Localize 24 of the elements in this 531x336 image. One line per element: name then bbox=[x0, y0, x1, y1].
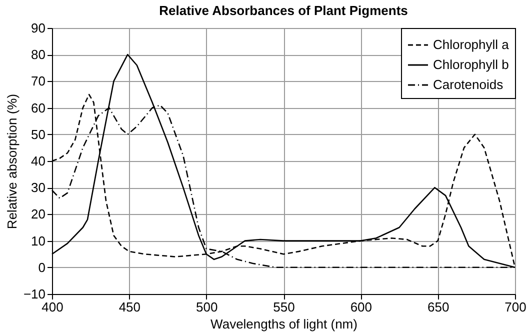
y-tick-label: 10 bbox=[31, 233, 46, 248]
legend-label: Chlorophyll a bbox=[433, 37, 510, 52]
x-tick-label: 650 bbox=[427, 300, 450, 314]
y-tick-label: 60 bbox=[31, 100, 46, 116]
y-tick-label: 80 bbox=[31, 47, 46, 62]
y-tick-label: 20 bbox=[31, 206, 46, 222]
x-tick-label: 550 bbox=[273, 300, 295, 314]
legend-label: Chlorophyll b bbox=[433, 57, 509, 72]
x-tick-label: 600 bbox=[350, 300, 372, 314]
legend-label: Carotenoids bbox=[433, 77, 504, 92]
x-tick-label: 450 bbox=[118, 300, 141, 314]
y-tick-label: −10 bbox=[23, 286, 46, 302]
y-tick-label: 70 bbox=[31, 74, 46, 89]
y-axis-title: Relative absorption (%) bbox=[4, 94, 20, 230]
y-tick-label: 0 bbox=[38, 260, 46, 275]
y-tick-label: 40 bbox=[31, 154, 46, 168]
x-tick-label: 700 bbox=[504, 300, 526, 314]
y-tick-label: 30 bbox=[31, 180, 46, 196]
x-tick-label: 500 bbox=[196, 300, 218, 314]
y-tick-label: 90 bbox=[31, 20, 46, 36]
x-axis-title: Wavelengths of light (nm) bbox=[210, 316, 358, 332]
y-tick-label: 50 bbox=[31, 126, 46, 142]
chart-title: Relative Absorbances of Plant Pigments bbox=[159, 3, 408, 18]
x-tick-label: 400 bbox=[42, 300, 64, 314]
